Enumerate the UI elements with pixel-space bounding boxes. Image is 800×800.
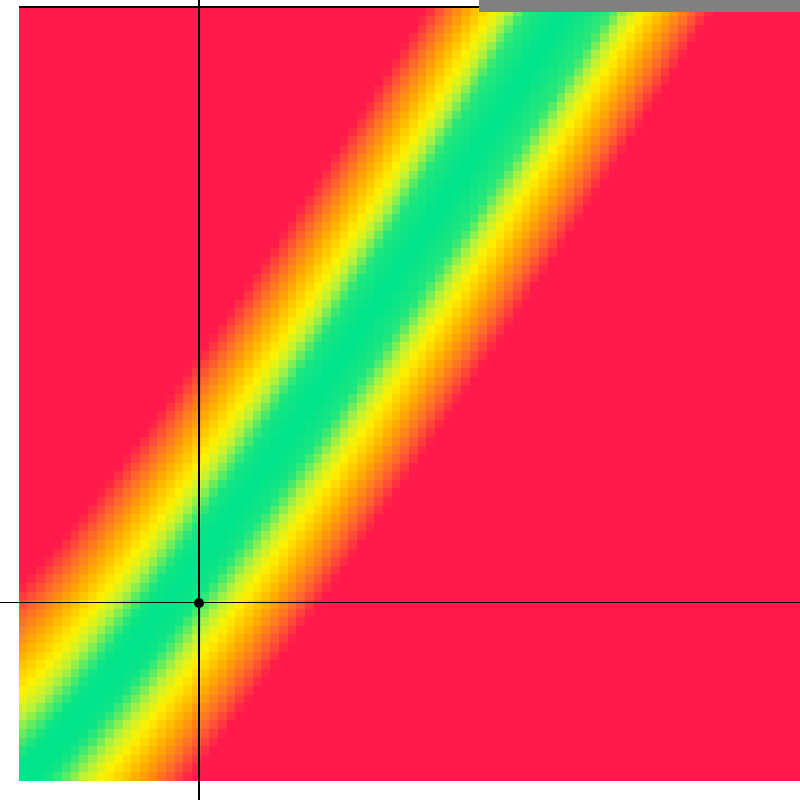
y-axis-line — [198, 0, 200, 800]
chart-container — [0, 0, 800, 800]
x-axis-line — [0, 602, 800, 604]
heatmap-canvas — [19, 8, 800, 781]
top-gray-bar — [479, 0, 800, 12]
origin-marker — [194, 598, 204, 608]
top-frame-line — [19, 6, 479, 8]
